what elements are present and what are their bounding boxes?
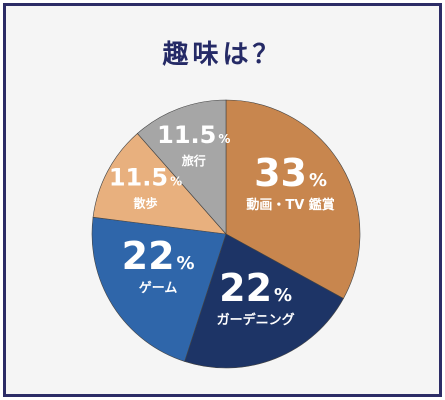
slice-value-label: 22% [122, 234, 195, 278]
slice-value-label: 33% [254, 151, 327, 195]
slice-value-label: 11.5% [109, 163, 182, 191]
pie-slice [225, 99, 361, 299]
chart-title: 趣味は？ [162, 40, 283, 70]
slice-category-label: 動画・TV 鑑賞 [246, 197, 334, 213]
pie-slice [136, 99, 227, 235]
slice-category-label: ゲーム [139, 280, 178, 296]
slice-value-label: 11.5% [157, 121, 230, 149]
pie-slice [91, 216, 227, 362]
slice-value-label: 22% [219, 266, 292, 310]
slice-category-label: 旅行 [182, 153, 206, 168]
slice-category-label: ガーデニング [217, 312, 295, 328]
slice-category-label: 散歩 [133, 195, 157, 210]
pie-slice [92, 133, 227, 235]
pie-slice [184, 233, 344, 369]
